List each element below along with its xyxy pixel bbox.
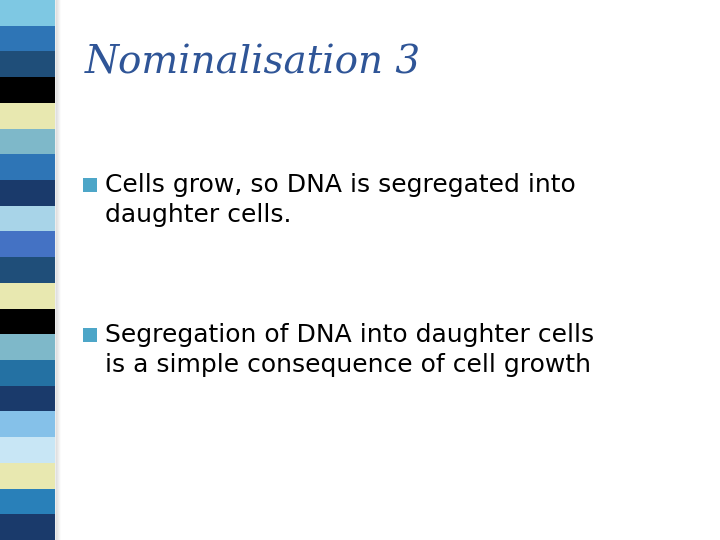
- Bar: [0, 257, 55, 283]
- Bar: [56, 0, 58, 540]
- Bar: [0, 103, 55, 129]
- Bar: [83, 328, 97, 342]
- Bar: [0, 411, 55, 437]
- Bar: [55, 0, 57, 540]
- Bar: [0, 308, 55, 334]
- Bar: [58, 0, 60, 540]
- Bar: [0, 154, 55, 180]
- Bar: [0, 232, 55, 257]
- Bar: [0, 386, 55, 411]
- Bar: [0, 283, 55, 308]
- Bar: [0, 463, 55, 489]
- Bar: [0, 51, 55, 77]
- Text: daughter cells.: daughter cells.: [105, 203, 292, 227]
- Bar: [0, 0, 55, 26]
- Bar: [0, 514, 55, 540]
- Text: Segregation of DNA into daughter cells: Segregation of DNA into daughter cells: [105, 323, 594, 347]
- Bar: [83, 178, 97, 192]
- Bar: [0, 26, 55, 51]
- Bar: [0, 489, 55, 514]
- Text: is a simple consequence of cell growth: is a simple consequence of cell growth: [105, 353, 591, 377]
- Bar: [0, 334, 55, 360]
- Bar: [0, 206, 55, 232]
- Bar: [59, 0, 61, 540]
- Bar: [57, 0, 59, 540]
- Text: Cells grow, so DNA is segregated into: Cells grow, so DNA is segregated into: [105, 173, 576, 197]
- Text: Nominalisation 3: Nominalisation 3: [85, 45, 421, 82]
- Bar: [0, 129, 55, 154]
- Bar: [0, 437, 55, 463]
- Bar: [0, 360, 55, 386]
- Bar: [0, 180, 55, 206]
- Bar: [0, 77, 55, 103]
